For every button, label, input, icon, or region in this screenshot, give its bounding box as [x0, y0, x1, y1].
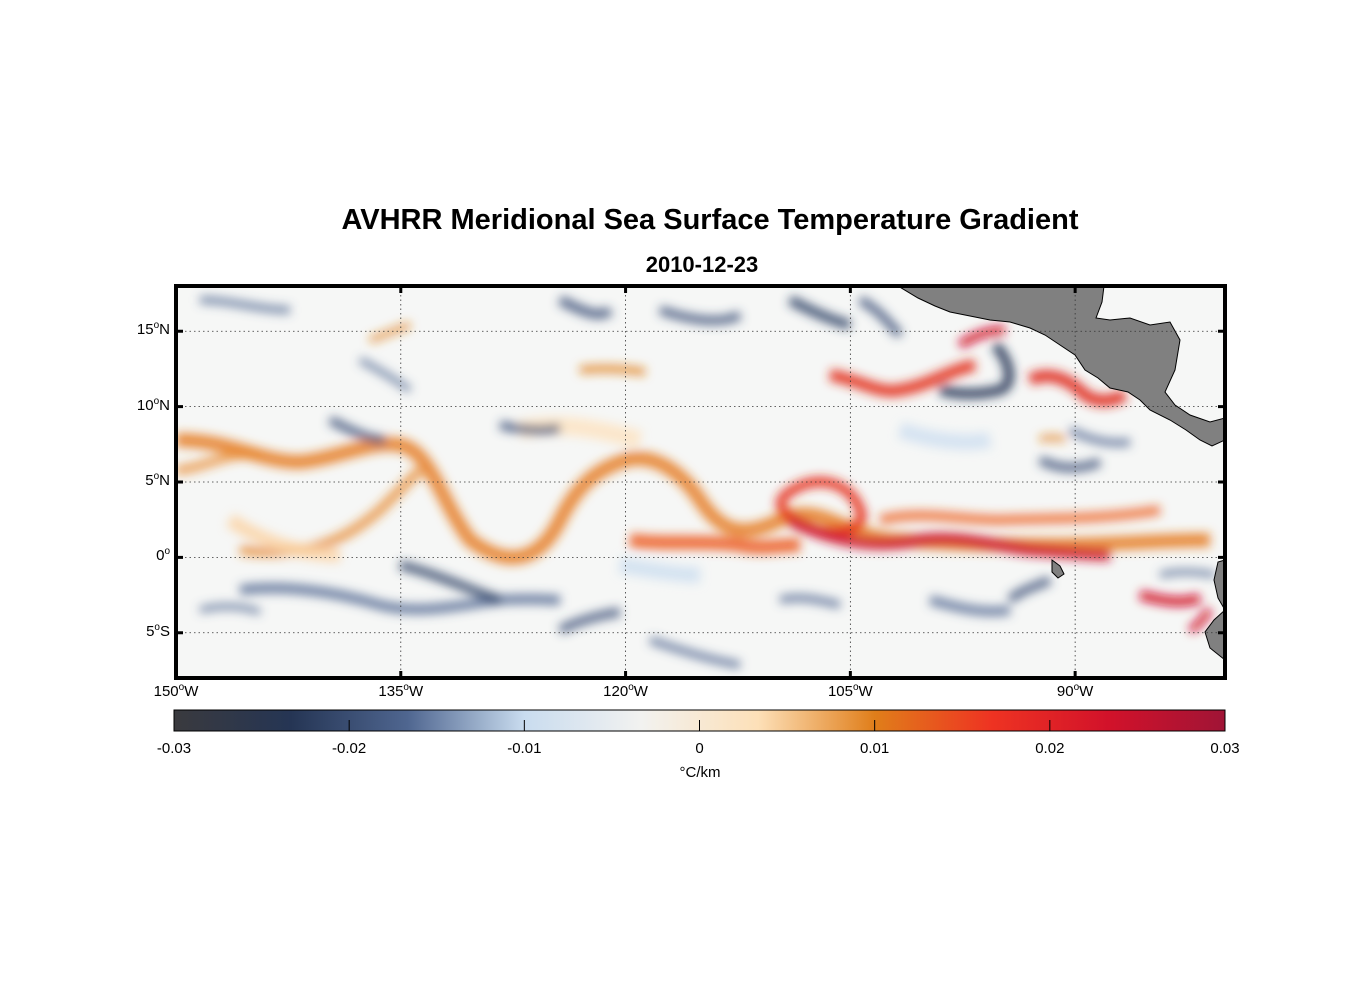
gradient-field	[176, 295, 1216, 669]
lon-tick-label: 135oW	[378, 682, 424, 700]
lon-tick-label: 105oW	[827, 682, 873, 700]
map-title: AVHRR Meridional Sea Surface Temperature…	[341, 204, 1079, 236]
lat-tick-label: 5oS	[146, 621, 170, 640]
colorbar-tick-label: 0.02	[1035, 740, 1065, 757]
map-subtitle: 2010-12-23	[645, 252, 759, 277]
colorbar-tick-label: 0	[695, 740, 704, 757]
colorbar-tick-label: 0.01	[860, 740, 890, 757]
lon-tick-label: 150oW	[153, 682, 199, 700]
colorbar-tick-label: -0.03	[156, 740, 192, 757]
graticule-grid	[176, 286, 1225, 678]
lon-tick-label: 120oW	[603, 682, 648, 700]
lat-tick-label: 15oN	[136, 320, 170, 339]
colorbar-tick-label: 0.03	[1210, 740, 1240, 757]
lat-tick-label: 5oN	[145, 471, 170, 489]
lat-tick-label: 0o	[156, 546, 170, 565]
lon-tick-label: 90oW	[1056, 682, 1094, 700]
colorbar-tick-label: -0.01	[507, 740, 542, 757]
axis-ticks	[174, 286, 1225, 678]
colorbar-tick-label: -0.02	[332, 740, 367, 757]
colorbar-units: °C/km	[679, 764, 721, 781]
colorbar-ticks	[173, 720, 1226, 731]
lat-tick-label: 10oN	[136, 395, 170, 414]
land-south-america	[1204, 559, 1225, 661]
galapagos-island	[1051, 559, 1065, 579]
land-central-america	[897, 286, 1225, 447]
